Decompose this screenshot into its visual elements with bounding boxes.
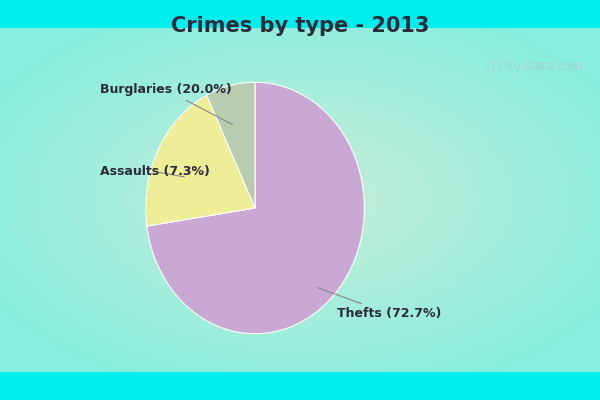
- Text: Thefts (72.7%): Thefts (72.7%): [318, 288, 442, 320]
- Text: Burglaries (20.0%): Burglaries (20.0%): [100, 83, 233, 125]
- Text: ⓘ City-Data.com: ⓘ City-Data.com: [487, 60, 582, 73]
- Text: Crimes by type - 2013: Crimes by type - 2013: [171, 16, 429, 36]
- Text: Assaults (7.3%): Assaults (7.3%): [100, 165, 209, 178]
- Wedge shape: [146, 95, 255, 226]
- Wedge shape: [147, 82, 364, 334]
- Wedge shape: [206, 82, 255, 208]
